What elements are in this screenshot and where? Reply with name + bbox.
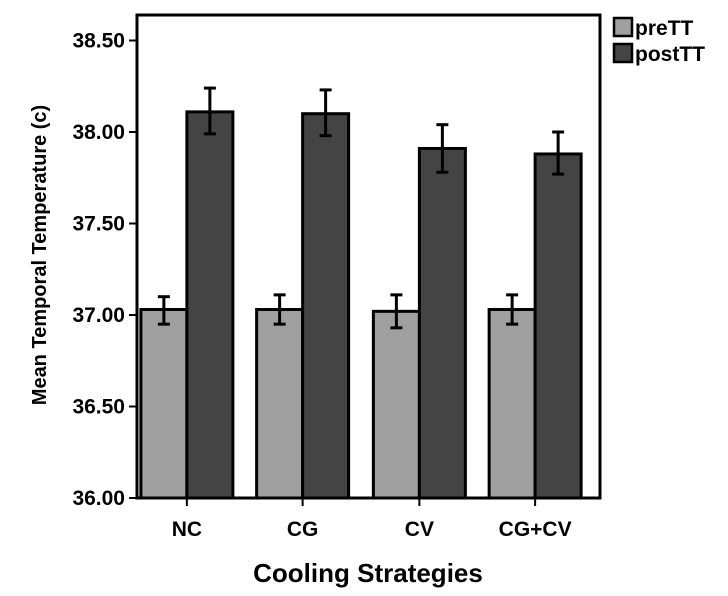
legend-label-preTT: preTT xyxy=(635,17,694,40)
legend-swatch-postTT xyxy=(612,42,634,64)
x-tick-label: CG+CV xyxy=(499,518,572,541)
y-tick-label: 36.00 xyxy=(72,487,125,510)
x-axis: NC CG CV CG+CV xyxy=(172,498,572,541)
x-axis-title: Cooling Strategies xyxy=(253,558,483,588)
legend-label-postTT: postTT xyxy=(635,43,705,66)
y-tick-label: 38.00 xyxy=(72,121,125,144)
bar-preTT-NC xyxy=(139,308,189,500)
bar-preTT-CV xyxy=(371,309,421,500)
y-axis: 36.00 36.50 37.00 37.50 38.00 38.50 xyxy=(72,30,137,510)
legend-swatch-preTT xyxy=(612,16,634,38)
x-tick-label: CV xyxy=(405,518,434,541)
bars xyxy=(139,86,583,500)
y-tick-label: 37.00 xyxy=(72,304,125,327)
y-tick-label: 36.50 xyxy=(72,396,125,419)
legend: preTT postTT xyxy=(612,16,705,66)
x-tick-label: CG xyxy=(287,518,319,541)
y-tick-label: 37.50 xyxy=(72,213,125,236)
bar-postTT-CG xyxy=(301,112,351,500)
x-tick-label: NC xyxy=(172,518,202,541)
bar-preTT-CG xyxy=(255,308,305,500)
y-tick-label: 38.50 xyxy=(72,30,125,53)
bar-postTT-CV xyxy=(417,146,467,500)
y-axis-title: Mean Temporal Temperature (c) xyxy=(29,105,51,405)
bar-preTT-CG+CV xyxy=(487,308,537,500)
bar-postTT-CG+CV xyxy=(533,152,583,500)
bar-postTT-NC xyxy=(185,110,235,500)
